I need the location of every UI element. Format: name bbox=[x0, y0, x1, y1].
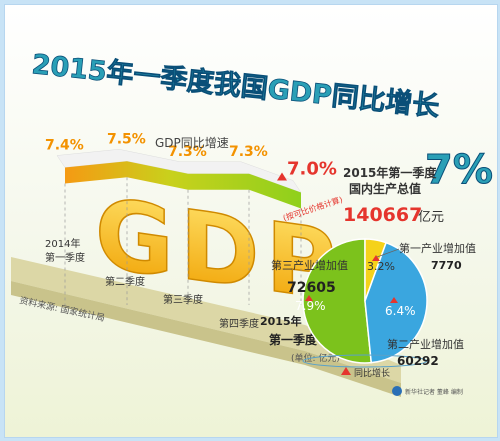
pie-base-rim bbox=[302, 354, 428, 368]
data-label: 7.0% bbox=[287, 159, 337, 180]
primary-label: 第一产业增加值 bbox=[399, 241, 476, 255]
industry-pie bbox=[302, 238, 428, 368]
data-label: 7.3% bbox=[229, 144, 268, 160]
pie-slice bbox=[302, 238, 373, 364]
pie-subtitle: 国内生产总值 bbox=[349, 181, 421, 196]
axis-label-q4: 第四季度 bbox=[219, 317, 259, 330]
data-label: 7.3% bbox=[168, 144, 207, 160]
axis-label-q3: 第三季度 bbox=[163, 293, 203, 306]
secondary-label: 第二产业增加值 bbox=[387, 337, 464, 351]
axis-year-2015: 2015年 bbox=[260, 314, 302, 328]
primary-growth: 3.2% bbox=[367, 260, 395, 273]
data-label: 7.4% bbox=[45, 138, 84, 154]
gdp-infographic: 2015年一季度我国GDP同比增长 7% GDP 7.4% 7.5%7.3% 7.3… bbox=[11, 48, 493, 397]
page-title: 2015年一季度我国GDP同比增长 bbox=[30, 48, 442, 123]
growth-band bbox=[56, 148, 302, 209]
growth-arrow-icon bbox=[390, 297, 398, 303]
data-label: 7.5% bbox=[107, 131, 146, 147]
credit-label: 新华社记者 董峰 编制 bbox=[405, 388, 463, 396]
xinhua-logo-icon bbox=[392, 386, 402, 396]
title-percent: 7% bbox=[425, 147, 493, 193]
growth-arrow-icon bbox=[305, 295, 313, 301]
axis-label-q1-2014: 第一季度 bbox=[45, 251, 85, 264]
up-arrow-icon bbox=[277, 172, 287, 181]
platform-board bbox=[11, 257, 401, 383]
axis-year-2014: 2014年 bbox=[45, 237, 80, 250]
secondary-value: 60292 bbox=[397, 354, 439, 368]
gdp-total-value: 140667 bbox=[343, 204, 422, 226]
band-front-face bbox=[65, 161, 301, 209]
growth-legend: 同比增长 bbox=[354, 367, 390, 379]
tertiary-value: 72605 bbox=[287, 280, 336, 296]
growth-arrow-icon bbox=[341, 367, 351, 375]
axis-label-q2: 第二季度 bbox=[105, 275, 145, 288]
axis-label-q1-2015: 第一季度 bbox=[269, 332, 318, 347]
tertiary-growth: 7.9% bbox=[295, 299, 326, 313]
infographic-frame: 2015年一季度我国GDP同比增长 7% GDP 7.4% 7.5% 7.3% 7.3… bbox=[4, 4, 498, 438]
gdp-total-unit: 亿元 bbox=[418, 210, 444, 225]
growth-marks: 7.4% 7.5% 7.3% 7.3% 7.0% bbox=[45, 131, 337, 305]
secondary-growth: 6.4% bbox=[385, 304, 416, 318]
pie-title: 2015年第一季度 bbox=[343, 165, 437, 180]
growth-arrow-icon bbox=[372, 255, 380, 261]
tertiary-label: 第三产业增加值 bbox=[271, 258, 348, 272]
primary-value: 7770 bbox=[431, 259, 462, 272]
line-chart-title: GDP同比增速 bbox=[155, 136, 229, 150]
platform-edge bbox=[11, 281, 401, 397]
primary-leader-line bbox=[376, 248, 400, 258]
